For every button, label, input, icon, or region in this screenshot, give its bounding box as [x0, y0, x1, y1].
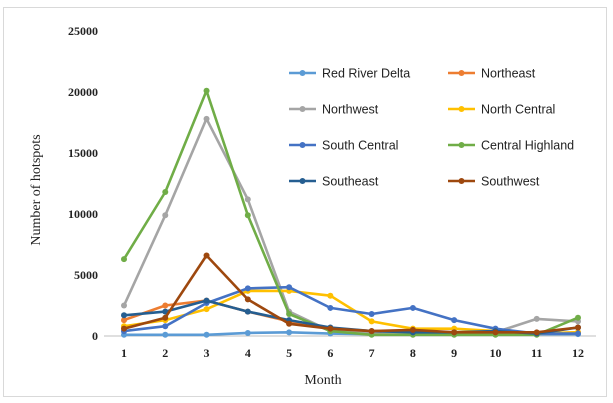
- legend-swatch-marker: [458, 106, 465, 112]
- data-point: [409, 304, 416, 311]
- legend-swatch-marker: [458, 142, 465, 148]
- legend-label: Central Highland: [481, 139, 574, 153]
- data-point: [121, 317, 127, 324]
- y-axis-title: Number of hotspots: [29, 134, 44, 245]
- data-point: [162, 314, 169, 321]
- data-point: [451, 317, 458, 324]
- data-point: [162, 308, 169, 315]
- legend-swatch-marker: [299, 106, 306, 112]
- legend-item: Southwest: [448, 175, 540, 189]
- legend-item: Northeast: [448, 67, 536, 81]
- data-point: [244, 329, 251, 336]
- legend-swatch-marker: [458, 70, 465, 76]
- y-tick-label: 15000: [68, 146, 98, 160]
- data-point: [286, 320, 293, 327]
- legend-item: Central Highland: [448, 139, 574, 153]
- data-point: [244, 212, 251, 219]
- data-point: [533, 329, 540, 336]
- legend-label: North Central: [481, 103, 555, 117]
- legend-label: Southeast: [322, 175, 379, 189]
- x-tick-label: 3: [204, 346, 210, 360]
- series-layer: [121, 87, 581, 338]
- legend-label: Northeast: [481, 67, 536, 81]
- data-point: [327, 292, 334, 299]
- data-point: [286, 284, 293, 291]
- x-tick-label: 8: [410, 346, 416, 360]
- x-tick-label: 7: [369, 346, 375, 360]
- legend-label: Red River Delta: [322, 67, 410, 81]
- data-point: [121, 256, 127, 263]
- x-tick-label: 12: [572, 346, 584, 360]
- data-point: [327, 325, 334, 332]
- data-point: [244, 285, 251, 292]
- y-axis-ticks: 0 5000 10000 15000 20000 25000: [68, 24, 98, 343]
- x-tick-label: 5: [286, 346, 292, 360]
- data-point: [575, 314, 581, 321]
- data-point: [368, 311, 375, 318]
- series-line: [122, 89, 579, 337]
- series-line: [123, 254, 579, 334]
- data-point: [203, 252, 210, 259]
- data-point: [286, 311, 293, 318]
- data-point: [409, 326, 416, 333]
- legend-item: South Central: [289, 139, 398, 153]
- data-point: [203, 115, 210, 122]
- data-point: [121, 312, 127, 319]
- legend-label: Northwest: [322, 103, 379, 117]
- legend-swatch-marker: [299, 178, 306, 184]
- series-central-highland: [121, 87, 581, 338]
- legend-swatch-marker: [299, 142, 306, 148]
- y-tick-label: 25000: [68, 24, 98, 38]
- legend-item: Southeast: [289, 175, 379, 189]
- data-point: [162, 323, 169, 330]
- legend: Red River Delta Northeast Northwest North C…: [289, 67, 574, 189]
- legend-label: Southwest: [481, 175, 540, 189]
- data-point: [533, 315, 540, 322]
- x-tick-label: 10: [489, 346, 501, 360]
- legend-item: Red River Delta: [289, 67, 410, 81]
- data-point: [203, 306, 210, 313]
- x-axis-ticks: 1 2 3 4 5 6 7 8 9 10 11 12: [121, 346, 584, 360]
- y-tick-label: 10000: [68, 207, 98, 221]
- data-point: [244, 296, 251, 303]
- data-point: [451, 329, 458, 336]
- legend-item: Northwest: [289, 103, 379, 117]
- x-tick-label: 6: [327, 346, 333, 360]
- y-tick-label: 0: [92, 329, 98, 343]
- data-point: [575, 330, 581, 337]
- data-point: [286, 329, 293, 336]
- series-south-central: [121, 284, 581, 337]
- data-point: [203, 87, 210, 94]
- legend-item: North Central: [448, 103, 555, 117]
- data-point: [162, 212, 169, 219]
- x-tick-label: 2: [162, 346, 168, 360]
- x-tick-label: 11: [531, 346, 542, 360]
- data-point: [492, 329, 499, 336]
- data-point: [327, 304, 334, 311]
- data-point: [162, 331, 169, 338]
- legend-swatch-marker: [458, 178, 465, 184]
- x-tick-label: 1: [121, 346, 127, 360]
- data-point: [575, 324, 581, 331]
- series-line: [123, 285, 578, 335]
- data-point: [121, 302, 127, 309]
- legend-swatch-marker: [299, 70, 306, 76]
- data-point: [121, 325, 127, 332]
- data-point: [244, 308, 251, 315]
- y-tick-label: 20000: [68, 85, 98, 99]
- y-tick-label: 5000: [74, 268, 98, 282]
- x-tick-label: 9: [451, 346, 457, 360]
- x-tick-label: 4: [245, 346, 251, 360]
- series-southwest: [121, 252, 581, 336]
- data-point: [368, 318, 375, 325]
- data-point: [162, 189, 169, 196]
- legend-label: South Central: [322, 139, 398, 153]
- data-point: [368, 328, 375, 335]
- data-point: [203, 297, 210, 304]
- data-point: [203, 331, 210, 338]
- data-point: [162, 302, 169, 309]
- x-axis-title: Month: [304, 373, 341, 388]
- data-point: [244, 196, 251, 203]
